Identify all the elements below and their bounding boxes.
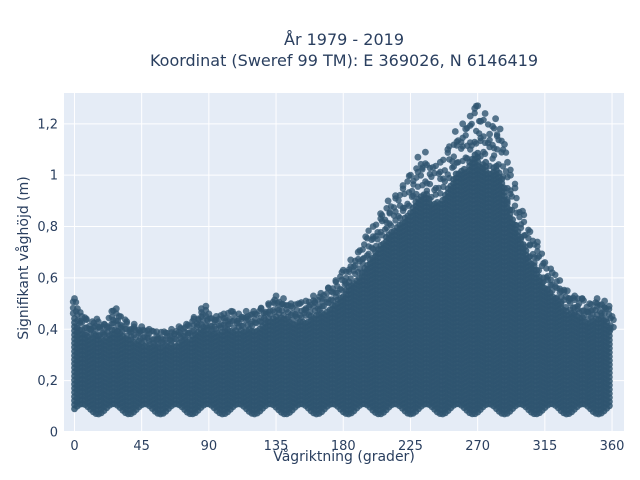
chart-title-line-2: Koordinat (Sweref 99 TM): E 369026, N 61… <box>150 51 538 70</box>
data-points <box>69 102 617 418</box>
chart-title-line-1: År 1979 - 2019 <box>284 30 404 49</box>
